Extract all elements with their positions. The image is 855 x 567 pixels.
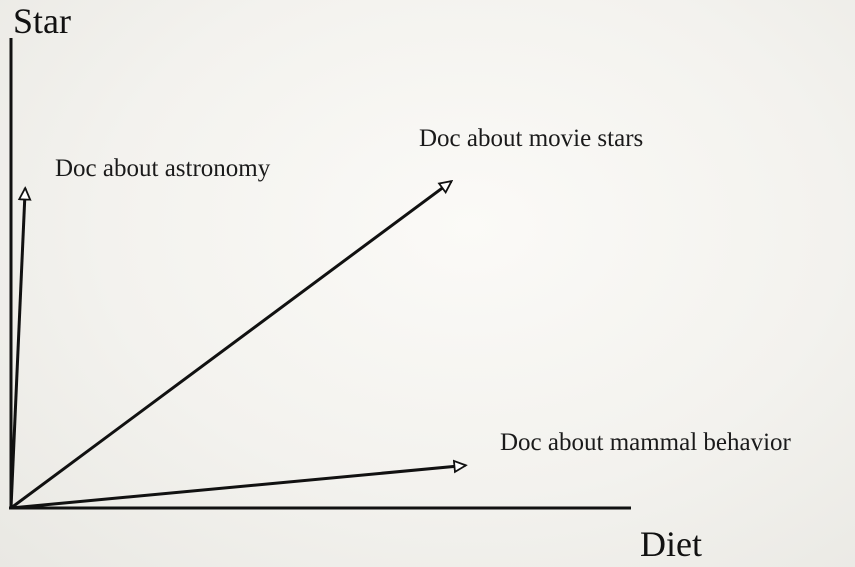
vector-movie-stars: Doc about movie stars (10, 125, 643, 510)
vector-arrow-movie-stars (10, 181, 451, 510)
vector-label-movie-stars: Doc about movie stars (419, 125, 643, 152)
vector-label-mammal-behavior: Doc about mammal behavior (500, 429, 792, 456)
vector-astronomy: Doc about astronomy (9, 155, 271, 509)
vector-arrow-astronomy (9, 189, 25, 509)
vector-label-astronomy: Doc about astronomy (55, 155, 271, 182)
vector-arrow-mammal-behavior (10, 465, 465, 510)
x-axis-title: Diet (640, 524, 702, 564)
y-axis-title: Star (13, 1, 71, 41)
vector-mammal-behavior: Doc about mammal behavior (10, 429, 792, 510)
